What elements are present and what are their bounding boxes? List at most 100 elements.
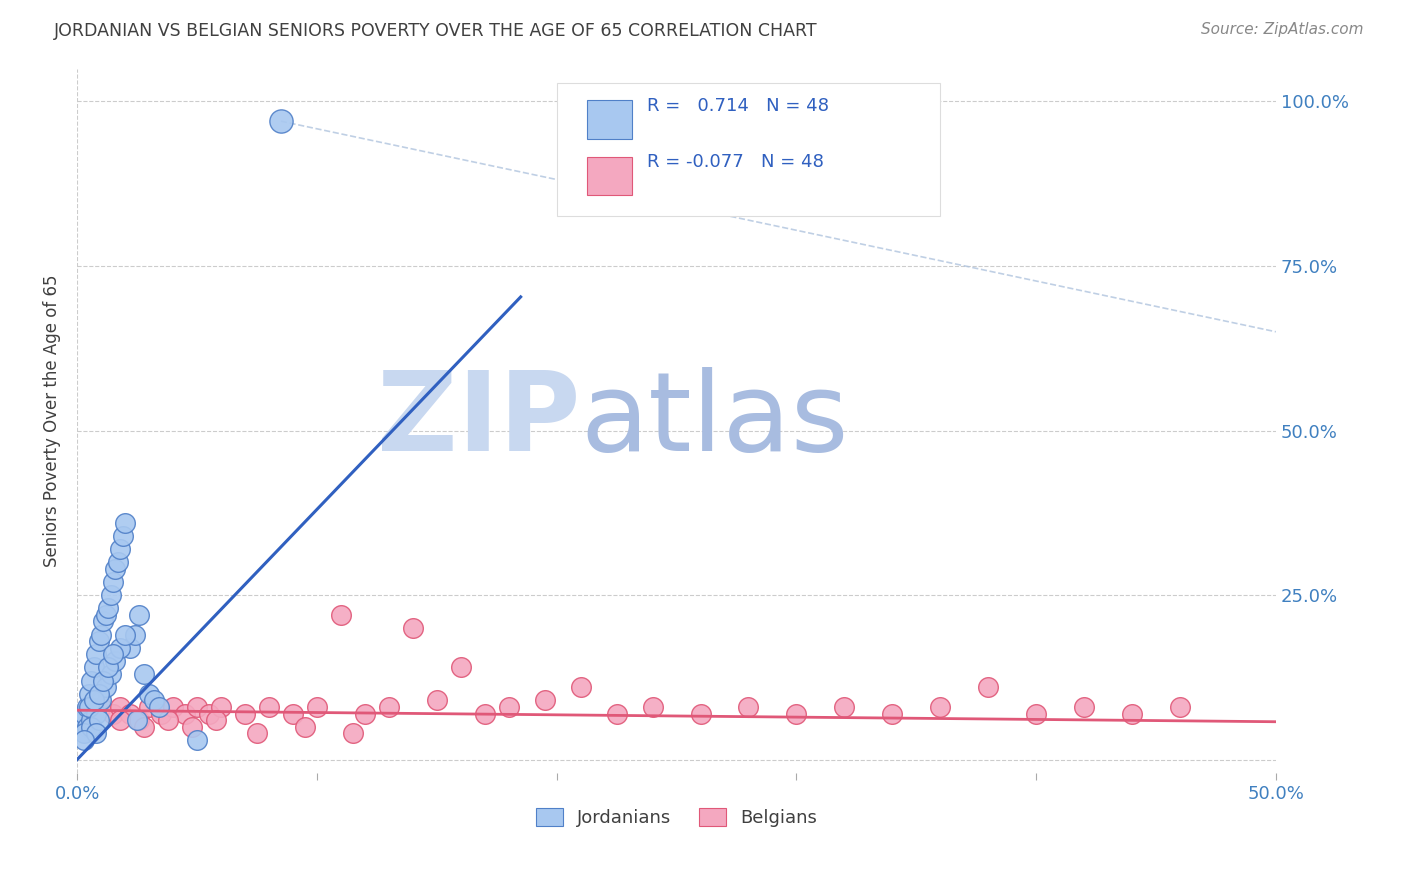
Point [110,713,132,727]
Point [533,693,555,707]
Point [378,700,401,714]
Point [84,706,107,721]
Point [737,700,759,714]
Point [186,732,208,747]
Point [125,713,148,727]
Point [305,700,328,714]
Point [80,713,103,727]
Point [342,726,364,740]
Point [80,720,103,734]
Point [205,713,228,727]
Point [450,660,472,674]
Text: JORDANIAN VS BELGIAN SENIORS POVERTY OVER THE AGE OF 65 CORRELATION CHART: JORDANIAN VS BELGIAN SENIORS POVERTY OVE… [53,22,817,40]
Point [93,615,115,629]
Point [162,700,184,714]
Point [90,627,112,641]
Point [84,647,107,661]
Point [246,726,269,740]
Point [882,706,904,721]
Point [834,700,856,714]
Point [474,706,496,721]
Point [101,706,124,721]
Point [87,687,110,701]
Point [426,693,449,707]
Point [80,706,103,721]
Point [294,720,316,734]
Point [402,621,425,635]
Point [689,706,711,721]
Point [186,700,208,714]
Point [977,680,1000,694]
Point [569,680,592,694]
Point [233,706,256,721]
Point [73,726,96,740]
Point [90,700,112,714]
Point [114,627,136,641]
Point [1168,700,1191,714]
Point [83,693,105,707]
Point [353,706,375,721]
Point [150,706,173,721]
Point [1073,700,1095,714]
Point [114,516,136,530]
Point [138,687,160,701]
Point [110,640,132,655]
Point [77,700,100,714]
Point [138,700,160,714]
Point [83,660,105,674]
Point [101,647,124,661]
Point [97,660,120,674]
Point [107,555,129,569]
Point [87,713,110,727]
Point [270,114,292,128]
Point [101,574,124,589]
Point [118,706,141,721]
Point [111,529,134,543]
Point [110,541,132,556]
Text: R = -0.077   N = 48: R = -0.077 N = 48 [647,153,824,171]
Point [104,562,127,576]
Point [100,667,122,681]
Point [73,732,96,747]
Point [93,673,115,688]
Point [209,700,232,714]
Point [257,700,280,714]
Point [100,588,122,602]
FancyBboxPatch shape [557,83,941,217]
Point [329,607,352,622]
Point [94,680,117,694]
Point [97,601,120,615]
FancyBboxPatch shape [586,100,633,139]
Point [128,713,150,727]
Point [118,640,141,655]
Point [104,654,127,668]
Point [142,693,165,707]
Point [606,706,628,721]
Text: Source: ZipAtlas.com: Source: ZipAtlas.com [1201,22,1364,37]
Point [148,700,170,714]
Point [73,706,96,721]
Point [124,627,146,641]
Point [498,700,520,714]
Point [1025,706,1047,721]
Point [281,706,304,721]
Point [181,720,204,734]
Point [929,700,952,714]
Text: R =   0.714   N = 48: R = 0.714 N = 48 [647,97,828,115]
Point [785,706,807,721]
Point [157,713,180,727]
Legend: Jordanians, Belgians: Jordanians, Belgians [529,800,824,834]
Point [174,706,197,721]
Point [84,726,107,740]
Point [128,607,150,622]
Point [76,700,98,714]
Point [110,700,132,714]
Point [641,700,664,714]
Point [70,713,93,727]
Point [134,720,156,734]
Point [1121,706,1143,721]
Point [90,693,112,707]
Text: atlas: atlas [581,368,849,475]
Point [76,720,98,734]
Point [134,667,156,681]
